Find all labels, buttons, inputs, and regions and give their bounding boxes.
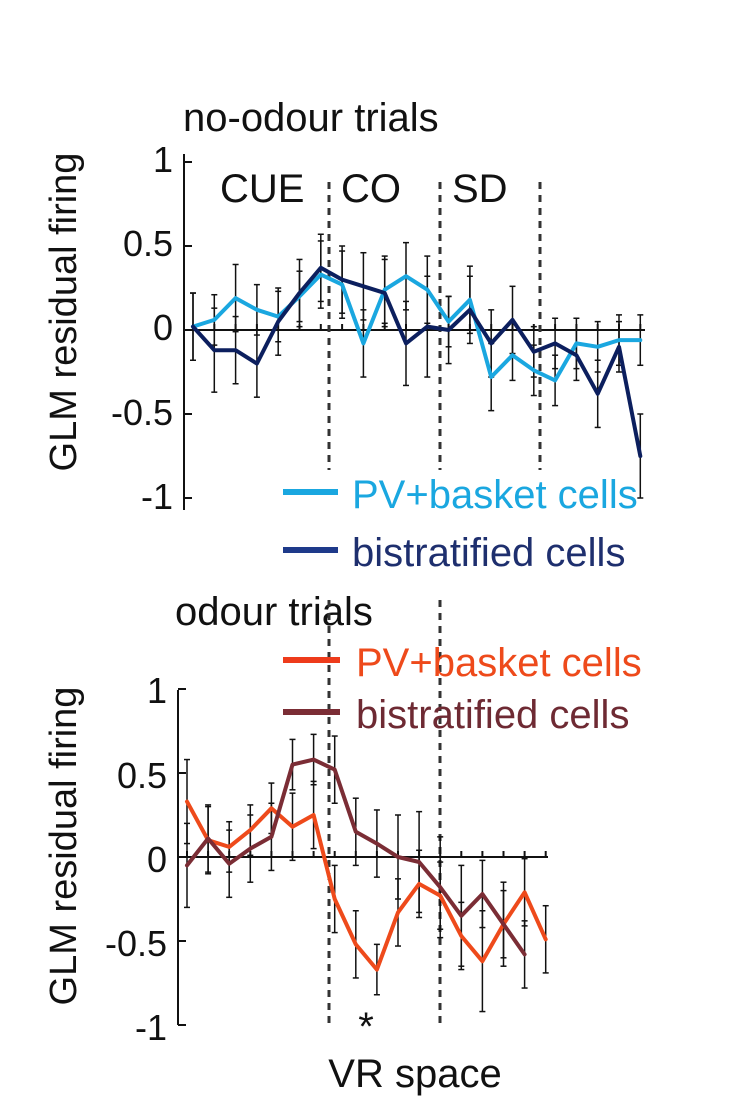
panel-title: no-odour trials [183,96,439,140]
zone-label-cue: CUE [220,167,304,211]
y-tick-label: -1 [141,476,173,517]
legend-label-pv-basket: PV+basket cells [356,641,642,685]
series-line-pv-basket [191,272,643,383]
series-line-bistratified [185,757,527,957]
y-tick-label: 0 [147,839,167,880]
y-tick-label: -0.5 [111,392,173,433]
panel-title: odour trials [175,590,373,634]
plot-area [190,233,644,499]
y-tick-label: -1 [135,1007,167,1048]
series-line-bistratified [191,265,643,458]
plot-area [184,733,549,1013]
odour-panel: odour trials GLM residual firing 1 0.5 0… [43,590,642,1096]
zone-label-co: CO [341,167,401,211]
significance-marker: * [358,1005,374,1049]
series-line-pv-basket [185,799,548,972]
y-tick-label: 0 [153,307,173,348]
no-odour-panel: no-odour trials GLM residual firing 1 0.… [43,96,645,575]
legend-label-bistratified: bistratified cells [356,693,629,737]
y-tick-label: 0.5 [117,755,167,796]
y-tick-label: 1 [153,139,173,180]
y-axis-label: GLM residual firing [43,687,85,1006]
y-tick-label: 1 [147,670,167,711]
legend-label-pv-basket: PV+basket cells [352,473,638,517]
y-tick-label: -0.5 [105,923,167,964]
y-tick-label: 0.5 [123,223,173,264]
legend-label-bistratified: bistratified cells [352,531,625,575]
zone-label-sd: SD [452,167,508,211]
y-axis-label: GLM residual firing [43,153,85,472]
x-axis-label: VR space [328,1052,501,1096]
